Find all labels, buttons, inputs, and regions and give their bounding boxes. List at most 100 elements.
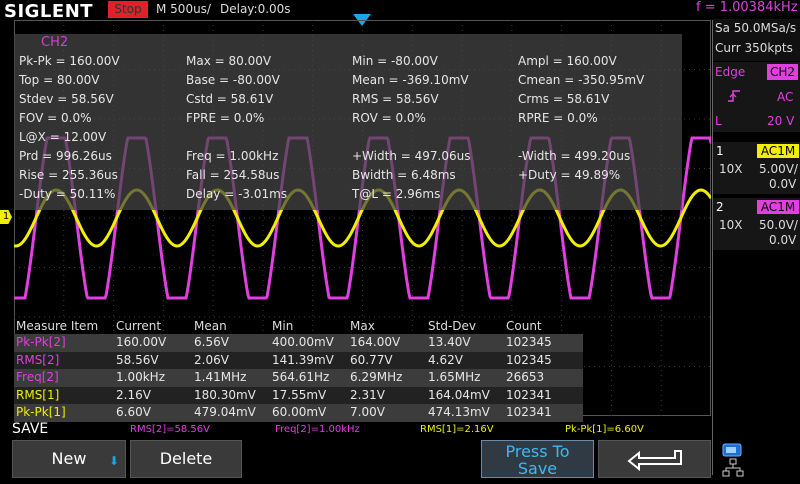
statistics-cell: 2.16V (116, 387, 151, 402)
statistics-cell: 1.65MHz (428, 370, 481, 385)
panel-divider (712, 20, 713, 475)
statistics-cell: 180.30mV (194, 387, 256, 402)
channel2-scale: 50.0V/ (759, 218, 798, 232)
measure-value: Base = -80.00V (186, 73, 280, 87)
rising-edge-icon (727, 88, 740, 102)
statistics-cell: 4.62V (428, 352, 463, 367)
measure-source-label: CH2 (41, 35, 69, 50)
measure-value: Ampl = 160.00V (518, 54, 617, 68)
trigger-panel[interactable]: Edge CH2 AC L 20 V (713, 62, 800, 132)
statistics-cell: 6.56V (194, 335, 229, 349)
delete-label: Delete (159, 449, 213, 468)
delete-button[interactable]: Delete (130, 440, 242, 478)
trigger-level: 20 V (767, 114, 795, 128)
statistics-cell: 2.06V (194, 352, 229, 367)
statistics-cell: 17.55mV (272, 387, 327, 402)
statistics-cell: 102341 (506, 387, 552, 402)
new-label: New (51, 449, 87, 468)
statistics-row: Pk-Pk[2] 160.00V 6.56V 400.00mV 164.00V 13.40… (14, 334, 583, 352)
statistics-header: Std-Dev (428, 319, 476, 333)
measure-value: Bwidth = 6.48ms (352, 168, 456, 182)
new-button[interactable]: New ⬇ (12, 440, 126, 478)
measure-value: RMS = 58.56V (352, 92, 439, 106)
channel1-coupling-badge: AC1M (757, 144, 799, 158)
channel1-number: 1 (716, 144, 724, 158)
statistics-cell: 102345 (506, 335, 552, 349)
statistics-item-name: RMS[2] (16, 352, 60, 367)
channel1-panel[interactable]: 1 AC1M 10X 5.00V/ 0.0V (713, 142, 800, 194)
quick-measure: Freq[2]=1.00kHz (275, 424, 360, 435)
statistics-cell: 26653 (506, 370, 545, 385)
statistics-cell: 141.39mV (272, 352, 334, 367)
return-button[interactable] (598, 440, 711, 478)
measure-value: Mean = -369.10mV (352, 73, 469, 87)
frequency-counter-readout: f = 1.00384kHz (696, 0, 798, 15)
statistics-cell: 102345 (506, 352, 552, 367)
siglent-logo: SIGLENT (4, 1, 94, 22)
statistics-header-row: Measure Item Current Mean Min Max Std-Dev Coun… (14, 317, 583, 335)
measure-value: Delay = -3.01ms (186, 187, 288, 201)
statistics-row: RMS[2] 58.56V 2.06V 141.39mV 60.77V 4.62V 1023… (14, 351, 583, 370)
measure-value: Freq = 1.00kHz (186, 149, 279, 163)
channel2-offset: 0.0V (769, 233, 797, 247)
statistics-cell: 60.00mV (272, 405, 327, 420)
trigger-mode: Edge (715, 65, 746, 79)
statistics-cell: 479.04mV (194, 405, 256, 420)
statistics-header: Mean (194, 319, 227, 333)
channel1-offset: 0.0V (769, 177, 797, 191)
quick-measure: RMS[2]=58.56V (130, 424, 210, 435)
measure-value: Cmean = -350.95mV (518, 73, 645, 87)
statistics-item-name: Pk-Pk[1] (16, 405, 66, 420)
measure-value: Rise = 255.36us (19, 168, 118, 182)
run-state-badge[interactable]: Stop (108, 1, 148, 18)
measure-value: Prd = 996.26us (19, 149, 112, 163)
channel1-ground-marker[interactable]: 1 (0, 210, 12, 224)
acquisition-panel[interactable]: Sa 50.0MSa/s Curr 350kpts (713, 19, 800, 61)
measure-value: T@L = 2.96ms (352, 187, 441, 201)
statistics-cell: 564.61Hz (272, 370, 330, 385)
channel2-panel[interactable]: 2 AC1M 10X 50.0V/ 0.0V (713, 198, 800, 250)
channel2-number: 2 (716, 200, 724, 214)
statistics-row: Freq[2] 1.00kHz 1.41MHz 564.61Hz 6.29MHz 1.65… (14, 369, 583, 388)
quick-measure: RMS[1]=2.16V (420, 424, 494, 435)
statistics-cell: 1.00kHz (116, 370, 165, 385)
measure-value: -Width = 499.20us (518, 149, 631, 163)
measure-value: +Width = 497.06us (352, 149, 471, 163)
statistics-item-name: Freq[2] (16, 370, 59, 385)
channel1-scale: 5.00V/ (759, 162, 798, 176)
trigger-source-badge: CH2 (767, 64, 798, 80)
statistics-header: Count (506, 319, 542, 333)
statistics-cell: 6.29MHz (350, 370, 403, 385)
measure-value: Min = -80.00V (352, 54, 438, 68)
statistics-header: Max (350, 319, 375, 333)
measure-value: ROV = 0.0% (352, 111, 426, 125)
channel2-coupling-badge: AC1M (757, 200, 799, 214)
down-arrow-icon: ⬇ (109, 454, 120, 468)
statistics-cell: 160.00V (116, 335, 167, 349)
timebase-readout[interactable]: M 500us/ (156, 2, 211, 16)
statistics-header: Min (272, 319, 294, 333)
statistics-cell: 102341 (506, 405, 552, 420)
measure-all-overlay: CH2 Pk-Pk = 160.00V Max = 80.00V Min = -80… (14, 34, 682, 210)
measure-value: Crms = 58.61V (518, 92, 610, 106)
statistics-cell: 60.77V (350, 352, 393, 367)
measure-value: L@X = 12.00V (19, 130, 107, 144)
press-to-save-line2: Save (517, 459, 558, 478)
measure-value: +Duty = 49.89% (518, 168, 621, 182)
measure-value: Pk-Pk = 160.00V (19, 54, 120, 68)
statistics-cell: 400.00mV (272, 335, 334, 349)
measure-value: Stdev = 58.56V (19, 92, 114, 106)
statistics-cell: 164.00V (350, 335, 401, 349)
statistics-row: RMS[1] 2.16V 180.30mV 17.55mV 2.31V 164.04mV 1… (14, 386, 583, 405)
delay-readout[interactable]: Delay:0.00s (220, 2, 291, 16)
measure-value: Cstd = 58.61V (186, 92, 274, 106)
press-to-save-line1: Press To (505, 442, 570, 461)
press-to-save-button[interactable]: Press To Save (481, 440, 594, 478)
menu-title: SAVE (12, 421, 49, 437)
measure-value: Max = 80.00V (186, 54, 272, 68)
statistics-cell: 58.56V (116, 352, 159, 367)
return-arrow-icon (626, 450, 682, 472)
statistics-cell: 1.41MHz (194, 370, 247, 385)
network-icon (722, 458, 744, 478)
trigger-coupling: AC (777, 90, 794, 104)
